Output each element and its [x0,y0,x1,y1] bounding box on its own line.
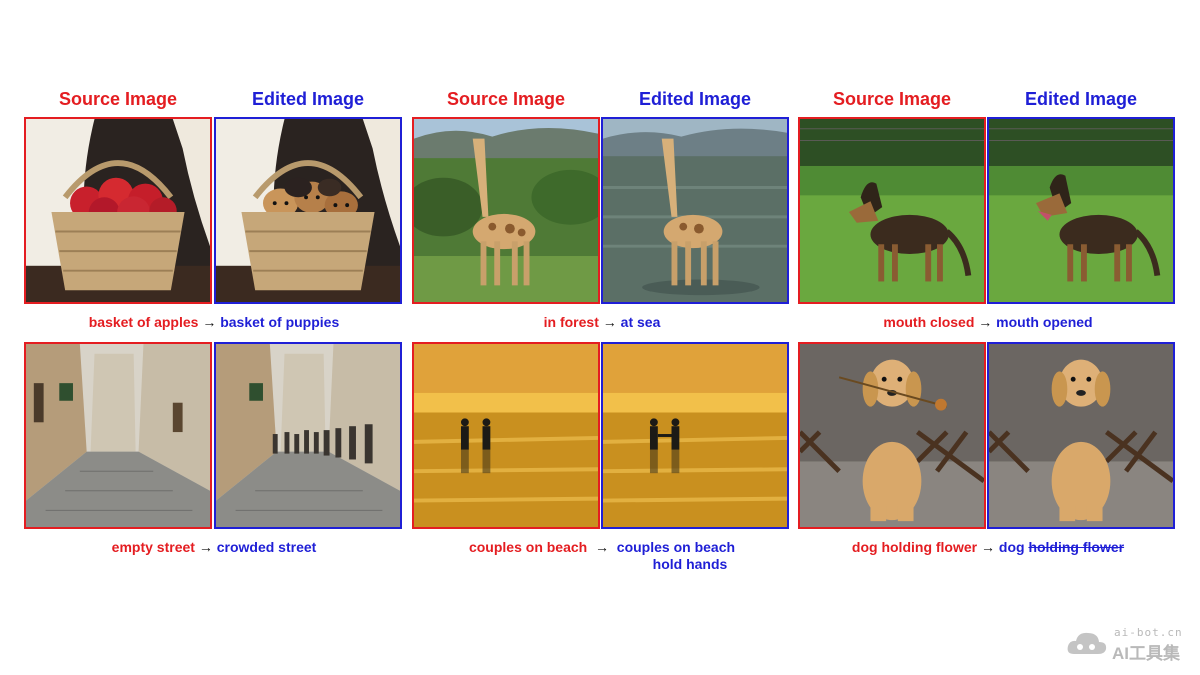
source-image-header-3: Source Image [832,89,952,109]
caption-apples: basket of apples → basket of puppies [24,314,404,331]
puppies-basket-edited-image [214,117,402,304]
caption-flower-edited-struck: holding flower [1028,539,1125,555]
caption-couples-line2: hold hands [600,556,780,573]
caption-dog-mouth: mouth closed → mouth opened [798,314,1178,331]
caption-giraffe: in forest → at sea [412,314,792,331]
dog-mouth-closed-source-image [798,117,986,304]
caption-flower-source: dog holding flower [851,539,978,555]
caption-couples-edited-line2: hold hands [652,556,728,572]
caption-street-source: empty street [111,539,195,555]
dog-holding-flower-source-image [798,342,986,529]
caption-street: empty street → crowded street [24,539,404,556]
caption-couples-source: couples on beach [468,539,588,555]
caption-flower: dog holding flower → dog holding flower [798,539,1178,556]
dog-mouth-opened-edited-image [987,117,1175,304]
caption-arrow: → [602,314,617,330]
crowded-street-edited-image [214,342,402,529]
caption-arrow: → [978,314,993,330]
cloud-logo-icon [1067,632,1107,654]
edited-image-header-1: Edited Image [251,89,365,109]
couples-hold-hands-edited-image [601,342,789,529]
caption-dog-mouth-source: mouth closed [883,314,975,330]
empty-street-source-image [24,342,212,529]
watermark-brand: AI工具集 [1112,644,1180,663]
source-image-header-2: Source Image [446,89,566,109]
caption-apples-edited: basket of puppies [220,314,340,330]
caption-couples: couples on beach → couples on beach [412,539,792,556]
caption-street-edited: crowded street [216,539,317,555]
caption-giraffe-edited: at sea [620,314,661,330]
watermark-domain: ai-bot.cn [1114,626,1183,639]
source-image-header-1: Source Image [58,89,178,109]
caption-arrow: → [198,539,213,555]
caption-flower-edited: dog [998,539,1025,555]
giraffe-forest-source-image [412,117,600,304]
edited-image-header-2: Edited Image [638,89,752,109]
dog-without-flower-edited-image [987,342,1175,529]
couples-beach-source-image [412,342,600,529]
apples-basket-source-image [24,117,212,304]
watermark: ai-bot.cn AI工具集 [1066,626,1190,663]
caption-arrow: → [981,539,995,555]
edited-image-header-3: Edited Image [1024,89,1138,109]
caption-couples-edited-line1: couples on beach [616,539,736,555]
caption-giraffe-source: in forest [543,314,599,330]
caption-arrow: → [202,314,217,330]
caption-apples-source: basket of apples [88,314,199,330]
giraffe-sea-edited-image [601,117,789,304]
caption-arrow: → [595,539,609,555]
caption-dog-mouth-edited: mouth opened [996,314,1093,330]
